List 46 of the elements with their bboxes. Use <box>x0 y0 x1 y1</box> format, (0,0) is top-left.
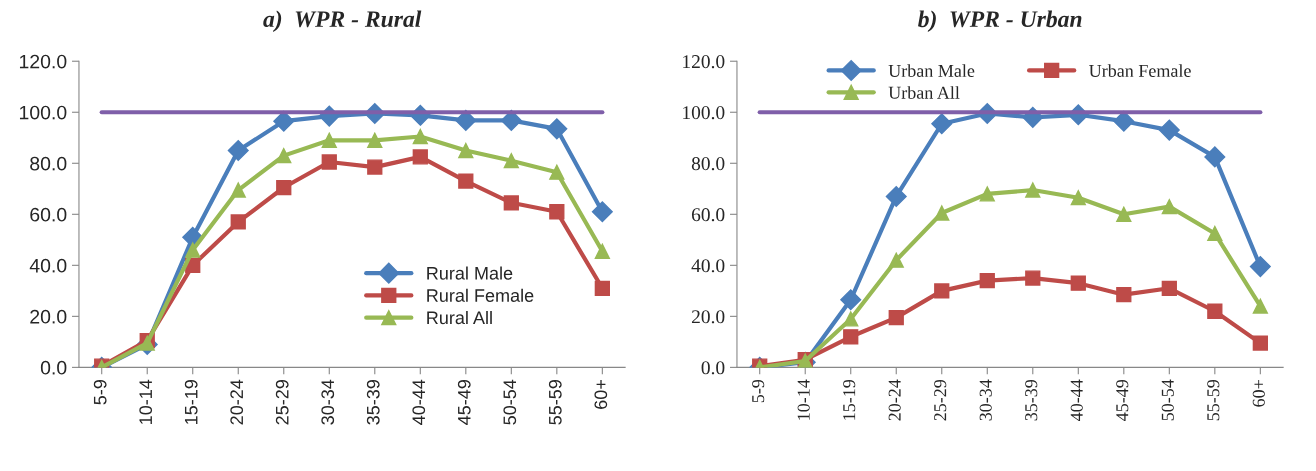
x-tick-label: 25-29 <box>934 379 947 421</box>
y-tick-label: 120.0 <box>19 54 67 69</box>
y-tick-label: 40.0 <box>29 258 67 273</box>
legend-label: Rural Male <box>427 266 513 280</box>
x-tick-label: 15-19 <box>843 379 856 420</box>
x-tick-label: 40-44 <box>1070 379 1083 421</box>
x-tick-label: 50-54 <box>1161 379 1174 421</box>
y-tick-label: 0.0 <box>701 361 725 375</box>
x-tick-label: 15-19 <box>184 380 198 424</box>
x-tick-label: 35-39 <box>1025 379 1038 421</box>
y-tick-label: 0.0 <box>40 360 67 375</box>
y-tick-label: 60.0 <box>30 207 67 222</box>
legend-label: Urban All <box>888 86 960 99</box>
x-tick-label: 20-24 <box>888 379 901 421</box>
y-tick-label: 20.0 <box>30 309 67 324</box>
legend-label: Urban Female <box>1089 64 1191 77</box>
x-tick-label: 30-34 <box>321 379 335 425</box>
x-tick-label: 10-14 <box>139 379 153 424</box>
x-tick-label: 55-59 <box>1207 379 1220 421</box>
x-tick-label: 20-24 <box>230 379 244 425</box>
x-tick-label: 25-29 <box>275 380 289 425</box>
x-tick-label: 60+ <box>594 380 608 409</box>
x-tick-label: 10-14 <box>797 379 810 420</box>
x-tick-label: 45-49 <box>1116 379 1129 421</box>
chart-title: b) WPR - Urban <box>918 10 1082 32</box>
legend-label: Rural Female <box>427 288 534 302</box>
y-tick-label: 120.0 <box>683 55 725 69</box>
x-tick-label: 50-54 <box>503 379 517 425</box>
chart-title: a) WPR - Rural <box>263 10 422 32</box>
x-tick-label: 35-39 <box>366 380 380 425</box>
y-tick-label: 80.0 <box>30 156 67 171</box>
x-tick-label: 45-49 <box>457 380 471 425</box>
x-tick-label: 55-59 <box>548 380 562 425</box>
y-tick-label: 100.0 <box>19 105 67 120</box>
y-tick-label: 20.0 <box>691 310 725 324</box>
legend-label: Urban Male <box>888 64 975 77</box>
y-tick-label: 40.0 <box>691 259 725 273</box>
y-tick-label: 60.0 <box>691 208 725 222</box>
x-tick-label: 5-9 <box>93 380 107 405</box>
x-tick-label: 40-44 <box>412 379 426 425</box>
x-tick-label: 5-9 <box>752 379 765 403</box>
x-tick-label: 30-34 <box>979 379 992 421</box>
y-tick-label: 100.0 <box>683 106 725 120</box>
legend-label: Rural All <box>427 310 492 325</box>
y-tick-label: 80.0 <box>691 157 725 171</box>
x-tick-label: 60+ <box>1252 380 1265 407</box>
